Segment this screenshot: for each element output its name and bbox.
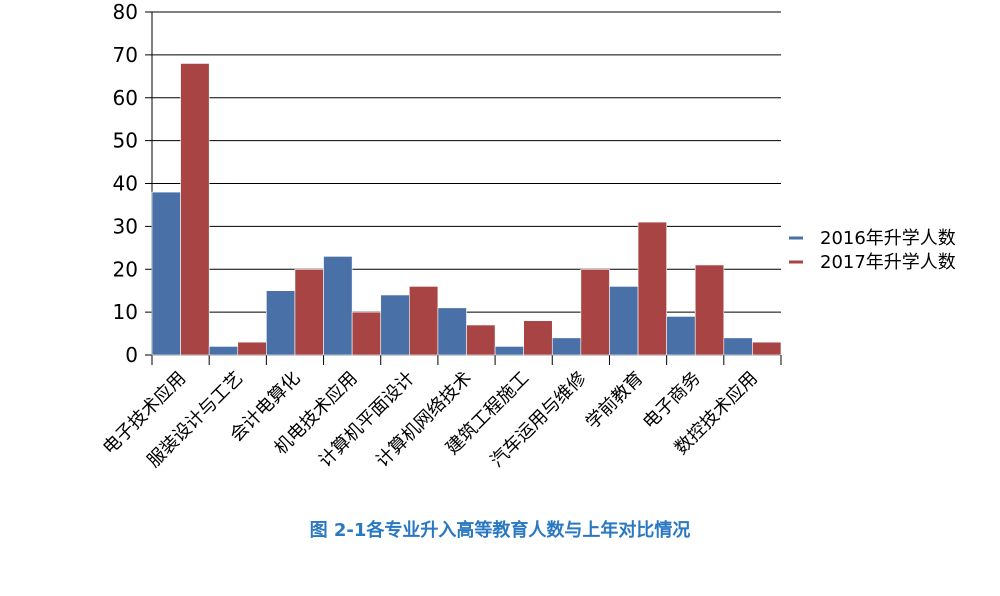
y-tick-label: 70 [113,43,138,67]
y-tick-label: 40 [113,172,138,196]
bar-2017 [294,268,324,356]
bar-2016 [323,256,353,356]
bar-2016 [151,191,181,356]
y-tick-label: 80 [113,0,138,24]
bar-2016 [551,337,582,356]
bar-2017 [466,324,496,356]
bar-2016 [609,286,639,356]
bar-2016 [494,346,524,356]
bar-2016 [266,290,296,356]
legend-label-2017: 2017年升学人数 [820,252,956,273]
chart-caption: 图 2-1各专业升入高等教育人数与上年对比情况 [309,520,691,541]
bar-2016 [666,316,696,356]
bar-2017 [637,221,667,356]
legend-label-2016: 2016年升学人数 [820,228,956,249]
x-category-label: 学前教育 [582,368,648,434]
bar-2017 [752,341,782,356]
bar-2016 [723,337,753,356]
y-tick-label: 50 [113,129,138,153]
bar-2016 [208,346,239,356]
bar-2016 [437,307,467,356]
bar-2017 [351,311,382,356]
bar-2017 [580,268,610,356]
bar-2017 [523,320,553,356]
bar-2017 [237,341,267,356]
bar-2017 [694,264,725,356]
y-tick-label: 10 [113,300,138,324]
bar-2016 [380,294,410,356]
y-tick-label: 0 [125,343,138,367]
bar-2017 [409,286,439,356]
y-tick-label: 20 [113,257,138,281]
y-tick-label: 30 [113,214,138,238]
y-tick-label: 60 [113,86,138,110]
bar-2017 [180,63,210,356]
